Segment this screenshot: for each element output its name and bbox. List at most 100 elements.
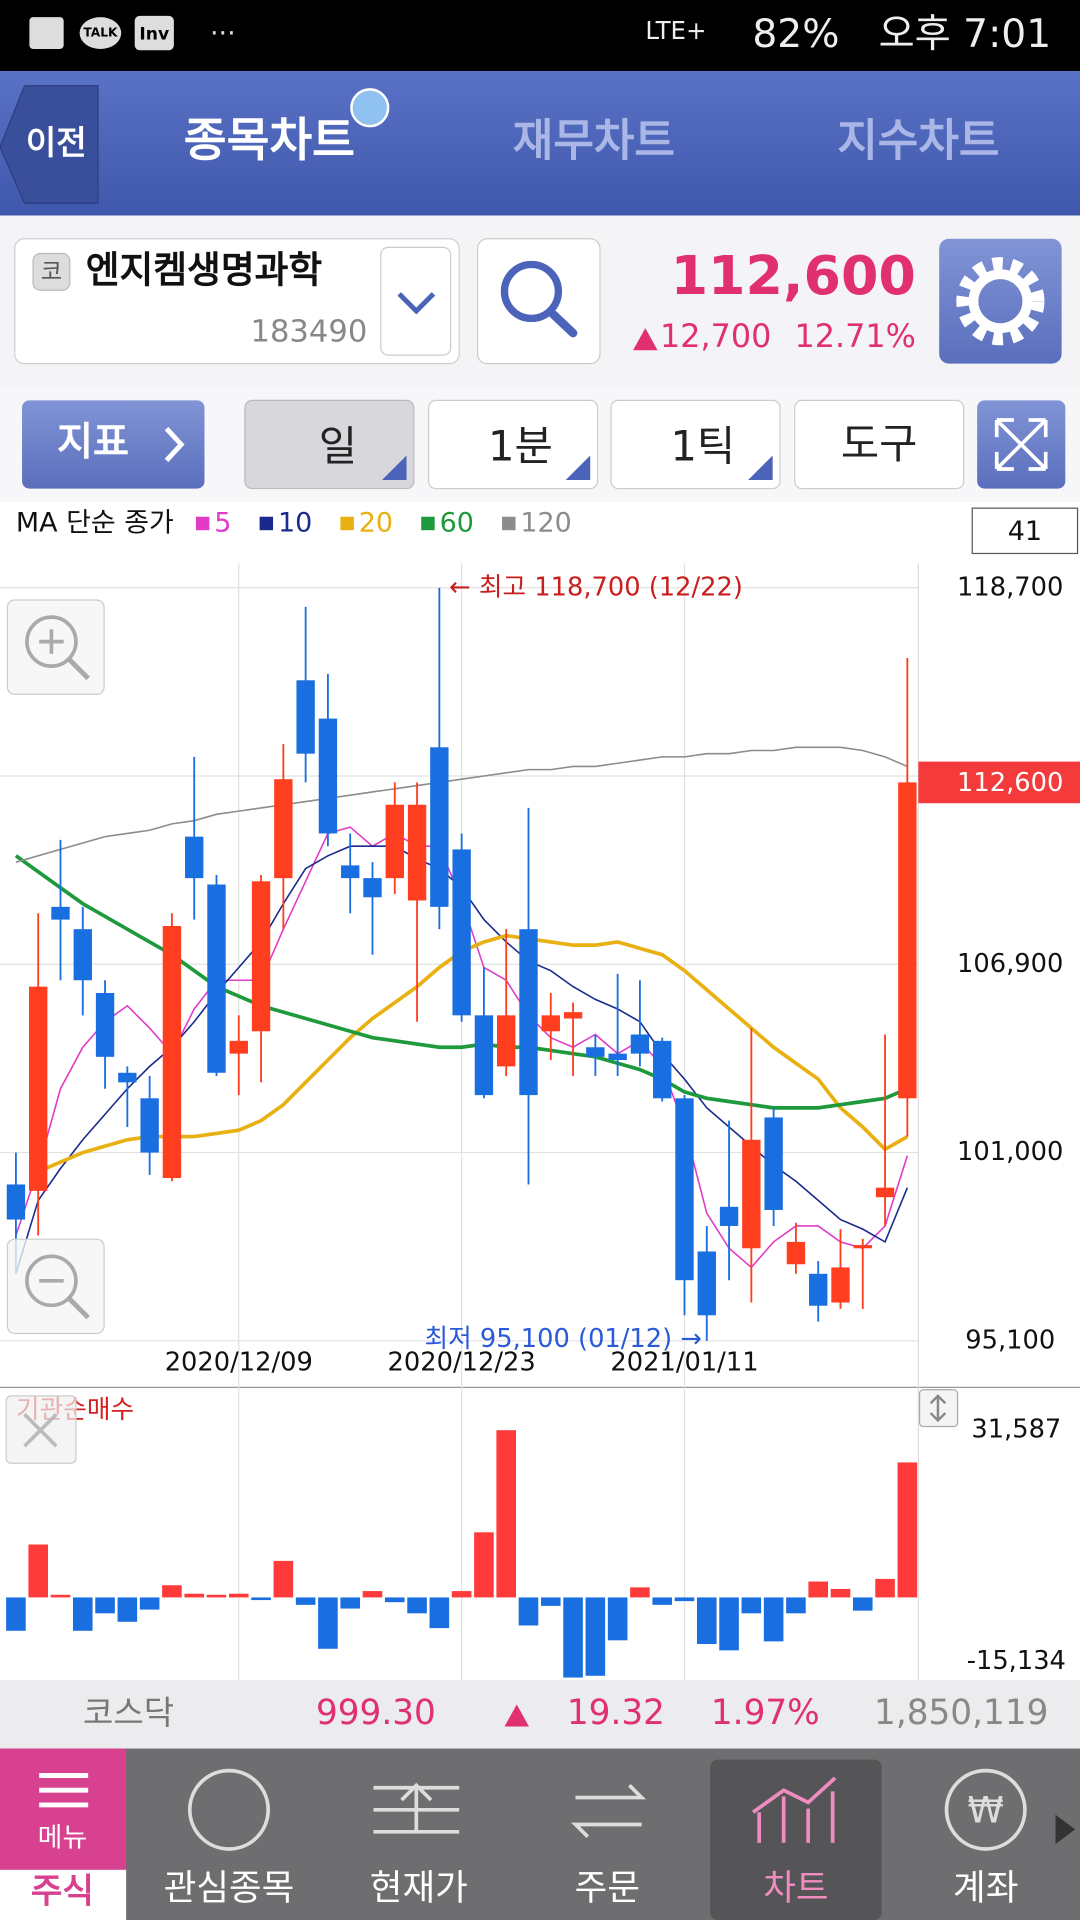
flow-tick-label: -15,134 [967, 1646, 1066, 1676]
back-label[interactable]: 이전 [26, 123, 87, 162]
minute-button[interactable] [427, 399, 599, 490]
nav-icon [751, 1776, 837, 1843]
index-bar [0, 1680, 1080, 1749]
candle-body [898, 782, 917, 1099]
flow-bar [719, 1597, 739, 1651]
flow-bar [295, 1597, 316, 1605]
legend-label: 120 [520, 508, 571, 539]
nav-item-bg [0, 1869, 127, 1920]
inv-label: Inv [139, 24, 169, 44]
flow-bar [206, 1594, 227, 1598]
stock-name[interactable]: 엔지켐생명과학 [86, 248, 323, 291]
candle-body [118, 1072, 137, 1083]
minute-label[interactable]: 1분 [488, 421, 553, 470]
indicator-label[interactable]: 지표 [57, 420, 129, 465]
legend-title: MA 단순 종가 [16, 508, 174, 539]
flow-bar [451, 1591, 472, 1598]
flow-bar [117, 1597, 138, 1622]
candle-body [519, 929, 538, 1096]
candle-body [809, 1273, 828, 1306]
price-change: 12,700 [660, 317, 771, 355]
candle-body [719, 1206, 739, 1226]
y-tick-label: 95,100 [965, 1325, 1055, 1355]
index-change: 19.32 [567, 1693, 665, 1733]
count-box [971, 507, 1079, 555]
battery: 82% [752, 12, 839, 57]
candle-body [563, 1012, 583, 1019]
candle-body [407, 804, 427, 901]
tab-badge [350, 88, 390, 128]
flow-bar [563, 1597, 583, 1678]
zoom-button[interactable] [6, 1238, 105, 1335]
flow-bar [585, 1597, 606, 1676]
nav-item[interactable]: 주식 [31, 1872, 94, 1912]
nav-more[interactable] [1055, 1814, 1076, 1845]
last-price-label: 112,600 [957, 768, 1063, 798]
nav-icon [373, 1782, 460, 1834]
zoom-button[interactable] [6, 599, 105, 695]
nav-item[interactable]: 주문 [575, 1867, 640, 1908]
back-button[interactable] [0, 85, 99, 204]
nav-item[interactable]: 계좌 [953, 1867, 1018, 1908]
flow-bar [474, 1532, 494, 1598]
settings-button[interactable] [939, 238, 1062, 364]
period-button[interactable] [244, 399, 415, 490]
indicator-button[interactable] [22, 400, 205, 489]
candle-body [296, 680, 315, 754]
menu-icon [39, 1773, 89, 1808]
index-change-pct: 1.97% [711, 1693, 820, 1733]
nav-item[interactable]: 현재가 [370, 1867, 468, 1908]
talk-label: TALK [83, 26, 118, 40]
network: LTE+ [645, 16, 706, 45]
menu-button[interactable] [0, 1748, 127, 1870]
candle-count: 41 [1008, 516, 1042, 547]
legend-swatch [502, 516, 516, 531]
tools-button[interactable] [794, 399, 965, 490]
tools-label[interactable]: 도구 [841, 419, 918, 468]
tick-button[interactable] [610, 399, 781, 490]
market: 코 [41, 259, 62, 286]
legend-label: 60 [440, 508, 474, 539]
flow-bar [384, 1597, 405, 1603]
dropdown-button[interactable] [380, 246, 452, 356]
search-button[interactable] [476, 238, 601, 365]
candle-body [229, 1040, 248, 1054]
annotation: 최저 95,100 (01/12) → [424, 1324, 701, 1354]
legend-swatch [195, 516, 210, 531]
gallery-icon [29, 17, 64, 49]
flow-bar [786, 1597, 806, 1614]
menu-label[interactable]: 메뉴 [38, 1823, 88, 1854]
candle-body [140, 1098, 159, 1153]
tab[interactable]: 재무차트 [513, 115, 675, 166]
flow-bar [607, 1597, 628, 1641]
candle-body [786, 1241, 806, 1265]
settings-icon [956, 257, 1045, 346]
candle-body [73, 929, 92, 981]
flow-bar [852, 1597, 873, 1611]
y-tick-label: 101,000 [957, 1137, 1063, 1167]
index-volume: 1,850,119 [874, 1693, 1048, 1733]
candle-body [6, 1184, 26, 1220]
flow-bar [407, 1597, 427, 1614]
candle-body [875, 1187, 895, 1198]
x-tick-label: 2020/12/09 [165, 1347, 313, 1377]
flow-bar [340, 1597, 360, 1609]
nav-icon [944, 1768, 1027, 1851]
candle-body [675, 1098, 694, 1281]
search-icon [546, 307, 578, 338]
talk-icon [79, 17, 122, 49]
flow-bar [875, 1578, 895, 1598]
flow-bar [763, 1597, 784, 1642]
stock-box[interactable] [14, 238, 460, 365]
candle-body [363, 878, 382, 898]
flow-bar [273, 1560, 294, 1598]
nav-item[interactable]: 관심종목 [164, 1867, 295, 1908]
tab-active[interactable]: 종목차트 [184, 113, 355, 167]
resize-icon [929, 1394, 947, 1423]
tab[interactable]: 지수차트 [837, 115, 999, 166]
nav-item[interactable]: 차트 [763, 1867, 828, 1908]
period-label[interactable]: 일 [319, 421, 357, 470]
nav-active-bg [710, 1759, 882, 1920]
tick-label[interactable]: 1틱 [670, 421, 735, 470]
